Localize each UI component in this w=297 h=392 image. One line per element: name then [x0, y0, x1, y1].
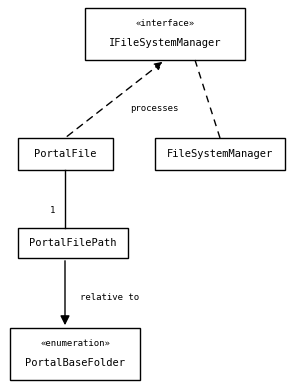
- Bar: [155, 138, 285, 170]
- Text: IFileSystemManager: IFileSystemManager: [109, 38, 221, 48]
- Text: relative to: relative to: [80, 294, 139, 303]
- Text: FileSystemManager: FileSystemManager: [167, 149, 273, 159]
- Text: PortalFilePath: PortalFilePath: [29, 238, 117, 248]
- Text: processes: processes: [130, 103, 178, 113]
- Text: «interface»: «interface»: [135, 19, 195, 28]
- Bar: [18, 228, 128, 258]
- Bar: [85, 8, 245, 60]
- Bar: [10, 328, 140, 380]
- Text: 1: 1: [50, 205, 55, 214]
- Bar: [18, 138, 113, 170]
- Text: PortalBaseFolder: PortalBaseFolder: [25, 358, 125, 368]
- Text: PortalFile: PortalFile: [34, 149, 97, 159]
- Text: «enumeration»: «enumeration»: [40, 339, 110, 348]
